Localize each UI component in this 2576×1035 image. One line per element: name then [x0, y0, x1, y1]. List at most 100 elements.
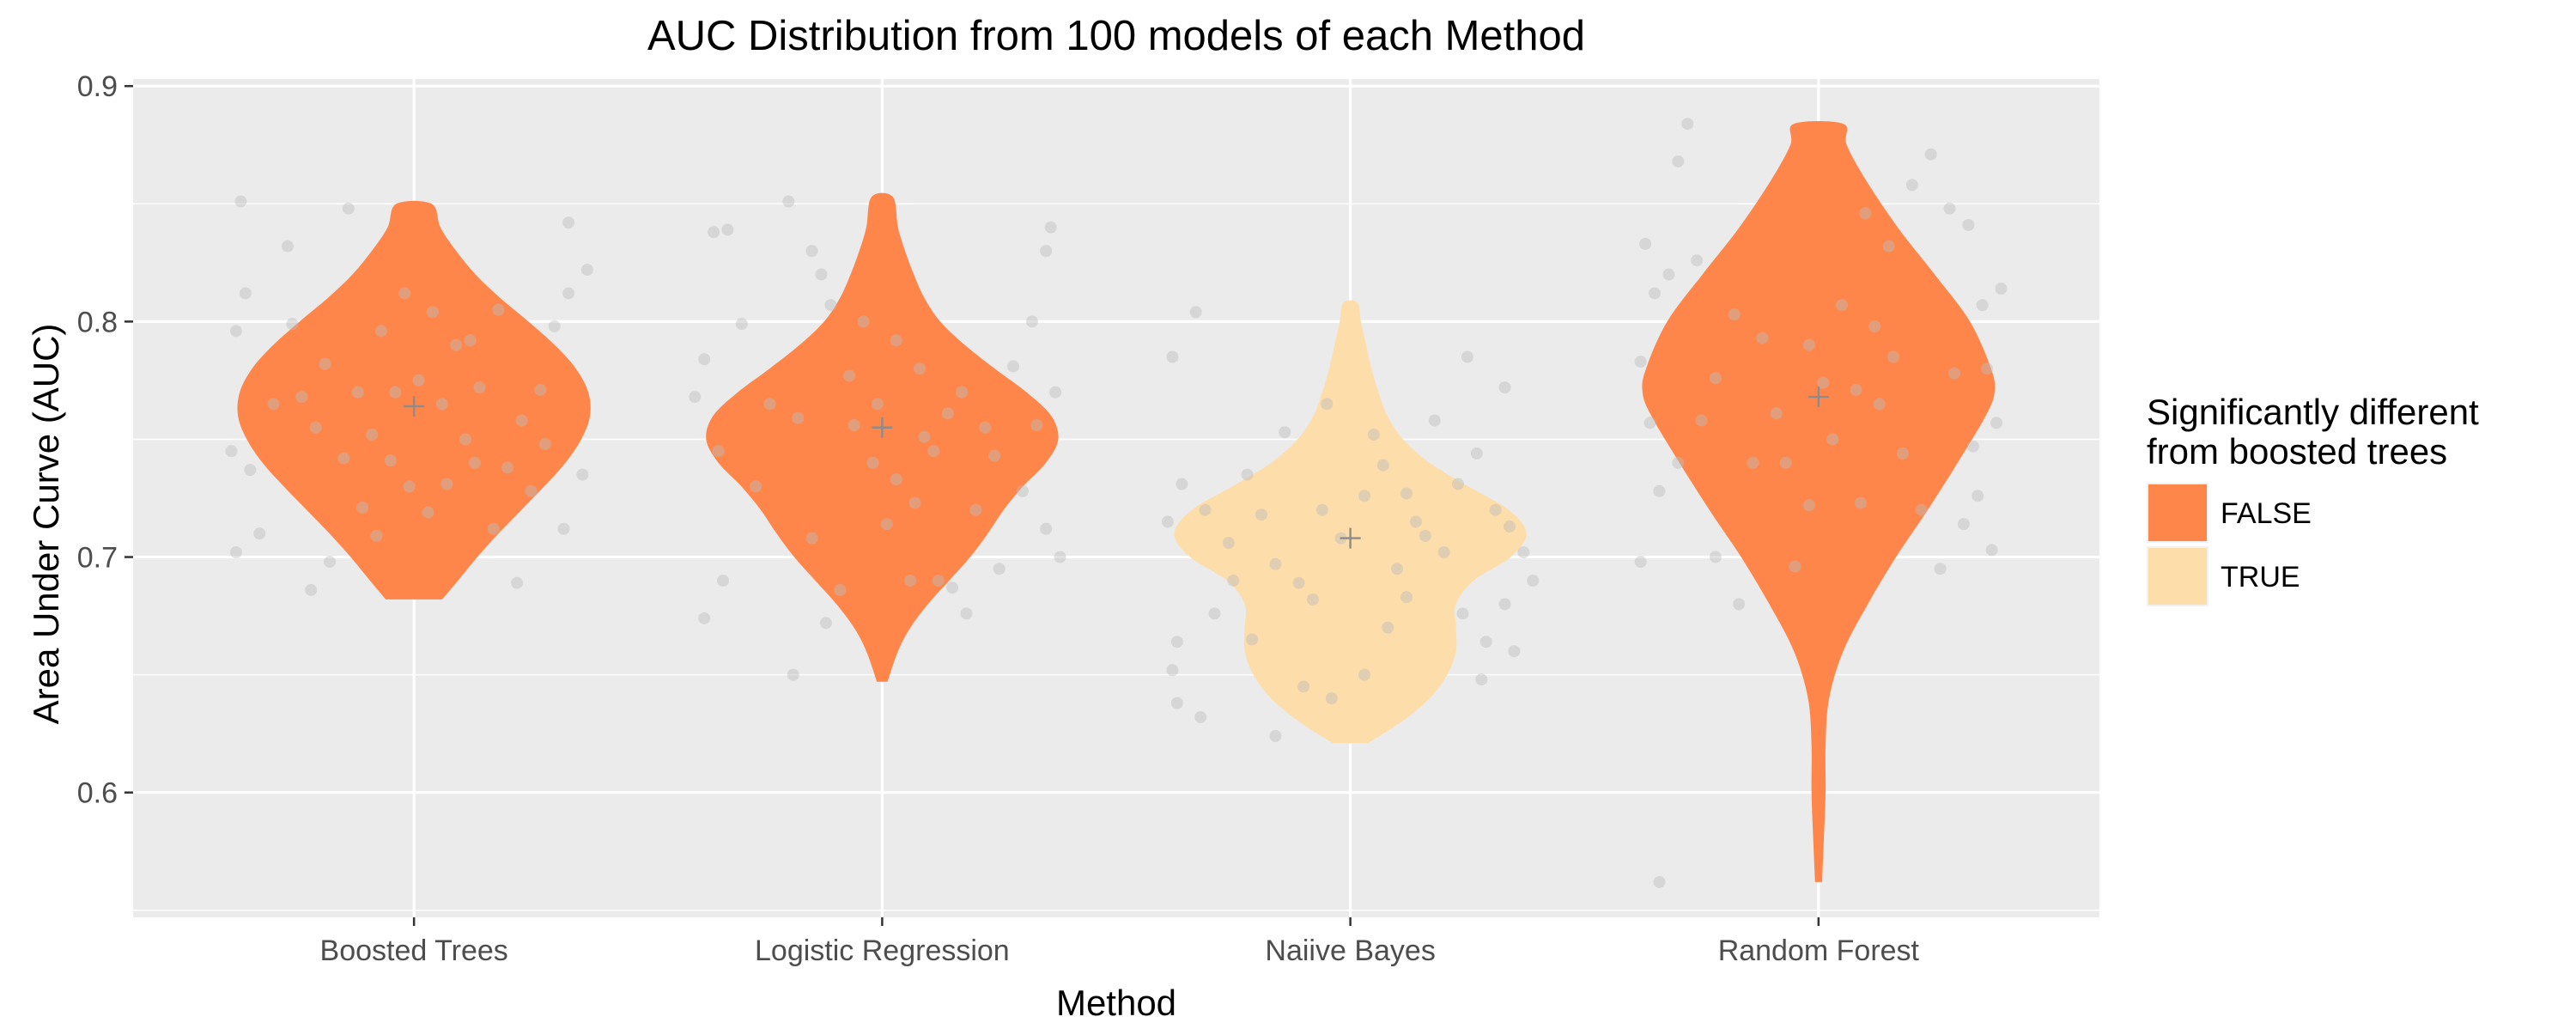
jitter-point: [750, 480, 762, 493]
jitter-point: [281, 240, 294, 253]
jitter-point: [1934, 563, 1947, 575]
jitter-point: [1269, 557, 1282, 570]
jitter-point: [225, 445, 238, 458]
jitter-point: [689, 391, 702, 404]
jitter-point: [848, 419, 860, 432]
jitter-point: [538, 437, 551, 450]
jitter-point: [805, 245, 818, 258]
jitter-point: [557, 522, 570, 535]
jitter-point: [1634, 355, 1647, 368]
jitter-point: [229, 325, 242, 338]
jitter-point: [857, 315, 870, 328]
jitter-point: [1475, 673, 1488, 686]
jitter-point: [1044, 221, 1057, 234]
jitter-point: [1170, 697, 1183, 709]
jitter-point: [1873, 398, 1886, 411]
jitter-point: [1747, 456, 1759, 469]
jitter-point: [871, 398, 884, 411]
violin-random-forest: [1642, 121, 1996, 882]
jitter-point: [1428, 414, 1441, 427]
jitter-point: [562, 216, 575, 229]
jitter-point: [1962, 218, 1975, 231]
x-tick-label: Naiive Bayes: [1265, 935, 1435, 967]
jitter-point: [450, 338, 463, 351]
x-tick-label: Boosted Trees: [320, 935, 508, 967]
jitter-point: [698, 612, 711, 624]
jitter-point: [735, 318, 748, 331]
jitter-point: [782, 195, 795, 208]
jitter-point: [1367, 428, 1380, 441]
jitter-point: [1382, 621, 1394, 634]
jitter-point: [880, 518, 893, 531]
jitter-point: [1255, 508, 1268, 521]
jitter-point: [1643, 417, 1656, 429]
jitter-point: [708, 226, 720, 239]
jitter-point: [1025, 315, 1038, 328]
jitter-point: [440, 478, 453, 490]
jitter-point: [1527, 574, 1540, 587]
jitter-point: [1409, 515, 1422, 528]
jitter-point: [305, 583, 318, 596]
legend-key-true: [2148, 548, 2207, 605]
jitter-point: [918, 430, 931, 443]
jitter-point: [1452, 478, 1465, 490]
jitter-point: [815, 268, 828, 281]
jitter-point: [993, 563, 1005, 575]
jitter-point: [834, 583, 847, 596]
jitter-point: [1437, 546, 1450, 559]
jitter-point: [1307, 593, 1319, 606]
violin-naiive-bayes: [1174, 300, 1527, 744]
jitter-point: [464, 334, 477, 347]
jitter-point: [1461, 350, 1473, 363]
jitter-point: [337, 452, 350, 465]
jitter-point: [1966, 440, 1979, 453]
legend-title-line-1: Significantly different: [2147, 392, 2479, 432]
jitter-point: [511, 576, 524, 589]
jitter-point: [1850, 383, 1862, 396]
jitter-point: [843, 369, 856, 382]
jitter-point: [1826, 433, 1839, 446]
jitter-point: [988, 449, 1001, 462]
jitter-point: [1887, 350, 1900, 363]
x-tick-label: Random Forest: [1718, 935, 1920, 967]
jitter-point: [1325, 692, 1338, 705]
jitter-point: [1653, 875, 1666, 888]
jitter-point: [1672, 155, 1685, 167]
jitter-point: [890, 334, 902, 347]
jitter-point: [473, 381, 486, 394]
jitter-point: [1498, 598, 1511, 611]
jitter-point: [1990, 417, 2003, 429]
jitter-point: [1194, 710, 1207, 723]
jitter-point: [229, 546, 242, 559]
jitter-point: [904, 574, 917, 587]
jitter-point: [1040, 245, 1053, 258]
jitter-point: [1470, 447, 1483, 460]
jitter-point: [501, 461, 514, 474]
jitter-point: [1279, 426, 1291, 439]
jitter-point: [1419, 529, 1431, 542]
jitter-point: [469, 456, 482, 469]
jitter-point: [1246, 633, 1259, 646]
jitter-point: [351, 386, 364, 399]
jitter-point: [435, 398, 448, 411]
jitter-point: [1391, 563, 1404, 575]
jitter-point: [763, 398, 776, 411]
jitter-point: [1868, 320, 1881, 332]
jitter-point: [239, 287, 252, 300]
jitter-point: [792, 411, 805, 424]
jitter-point: [1479, 636, 1492, 648]
jitter-point: [1269, 729, 1282, 742]
jitter-point: [1817, 376, 1830, 389]
jitter-point: [1504, 520, 1516, 533]
jitter-point: [580, 264, 593, 277]
jitter-point: [946, 581, 959, 594]
jitter-point: [819, 617, 832, 630]
jitter-point: [1779, 456, 1792, 469]
jitter-point: [1049, 386, 1062, 399]
y-tick-label: 0.9: [77, 70, 118, 103]
jitter-point: [1297, 680, 1310, 693]
y-tick-label: 0.8: [77, 306, 118, 338]
jitter-point: [1905, 179, 1918, 192]
jitter-point: [1030, 419, 1043, 432]
jitter-point: [286, 318, 299, 331]
